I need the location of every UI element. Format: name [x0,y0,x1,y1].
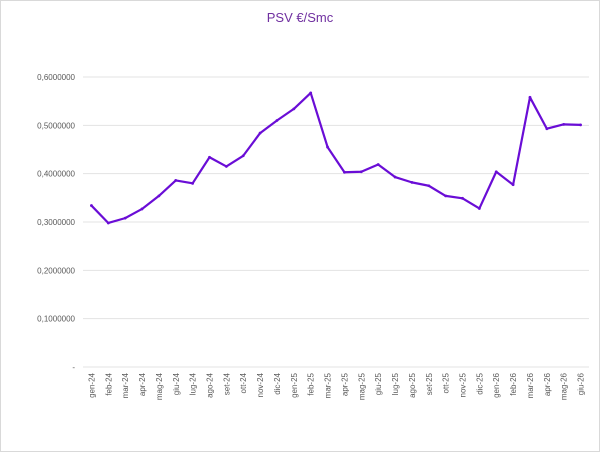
x-tick-label: mar-26 [526,372,535,398]
data-point [292,107,296,111]
chart-title: PSV €/Smc [267,10,334,25]
x-tick-label: ago-24 [206,372,215,397]
data-point [376,163,380,166]
y-tick-label: 0,1000000 [37,315,75,324]
data-point [359,170,363,174]
x-tick-label: mag-24 [155,372,164,400]
data-point [562,122,566,126]
data-point [579,123,582,127]
x-tick-label: ott-25 [442,372,451,393]
x-tick-label: giu-26 [577,372,586,395]
data-point [140,207,144,211]
x-tick-label: nov-25 [459,372,468,397]
x-tick-label: gen-25 [290,372,299,397]
y-tick-label: - [72,363,75,372]
x-tick-label: set-24 [222,372,231,395]
data-point [477,207,481,210]
data-point [106,221,110,225]
x-tick-label: giu-24 [172,372,181,395]
x-tick-label: lug-25 [391,372,400,395]
series-layer [90,91,582,225]
data-point [191,181,195,185]
x-tick-label: set-25 [425,372,434,395]
x-axis-ticks: gen-24 feb-24 mar-24 apr-24 mag-24 giu-24 lug-… [87,372,585,400]
x-tick-label: ago-25 [408,372,417,397]
y-tick-label: 0,5000000 [37,121,75,130]
y-tick-label: 0,4000000 [37,170,75,179]
data-point [427,184,431,188]
data-point [241,154,245,158]
y-tick-label: 0,2000000 [37,266,75,275]
data-point [208,155,211,159]
x-tick-label: giu-25 [374,372,383,395]
x-tick-label: ott-24 [239,372,248,393]
data-point [157,194,161,198]
x-tick-label: mag-26 [560,372,569,400]
x-tick-label: feb-26 [509,372,518,395]
x-tick-label: mag-25 [357,372,366,400]
x-tick-label: apr-26 [543,372,552,396]
data-point [528,95,532,99]
grid-layer [83,76,589,368]
x-tick-label: mar-25 [324,372,333,398]
data-point [494,170,498,174]
data-point [511,183,515,187]
x-tick-label: feb-25 [307,372,316,395]
data-point [461,196,464,200]
data-point [174,179,178,182]
data-point [343,170,346,174]
data-point [393,175,397,179]
x-tick-label: gen-24 [87,372,96,397]
y-tick-label: 0,6000000 [37,73,75,82]
x-tick-label: mar-24 [121,372,130,398]
x-tick-label: feb-24 [104,372,113,395]
x-tick-label: dic-24 [273,372,282,394]
data-point [326,145,329,149]
x-tick-label: dic-25 [475,372,484,394]
data-point [224,165,228,168]
data-point [258,131,262,135]
data-point [444,194,448,198]
x-tick-label: apr-24 [138,372,147,396]
x-tick-label: apr-25 [340,372,349,396]
data-point [123,216,127,220]
x-tick-label: gen-26 [492,372,501,397]
data-point [309,91,313,95]
y-tick-label: 0,3000000 [37,218,75,227]
series-line-0 [90,91,582,225]
data-point [410,180,414,184]
x-tick-label: lug-24 [189,372,198,395]
data-point [275,119,279,122]
x-tick-label: nov-24 [256,372,265,397]
data-point [545,127,549,131]
y-axis-ticks: - 0,1000000 0,2000000 0,3000000 0,4000000 0,5… [37,73,75,372]
data-point [90,204,93,207]
